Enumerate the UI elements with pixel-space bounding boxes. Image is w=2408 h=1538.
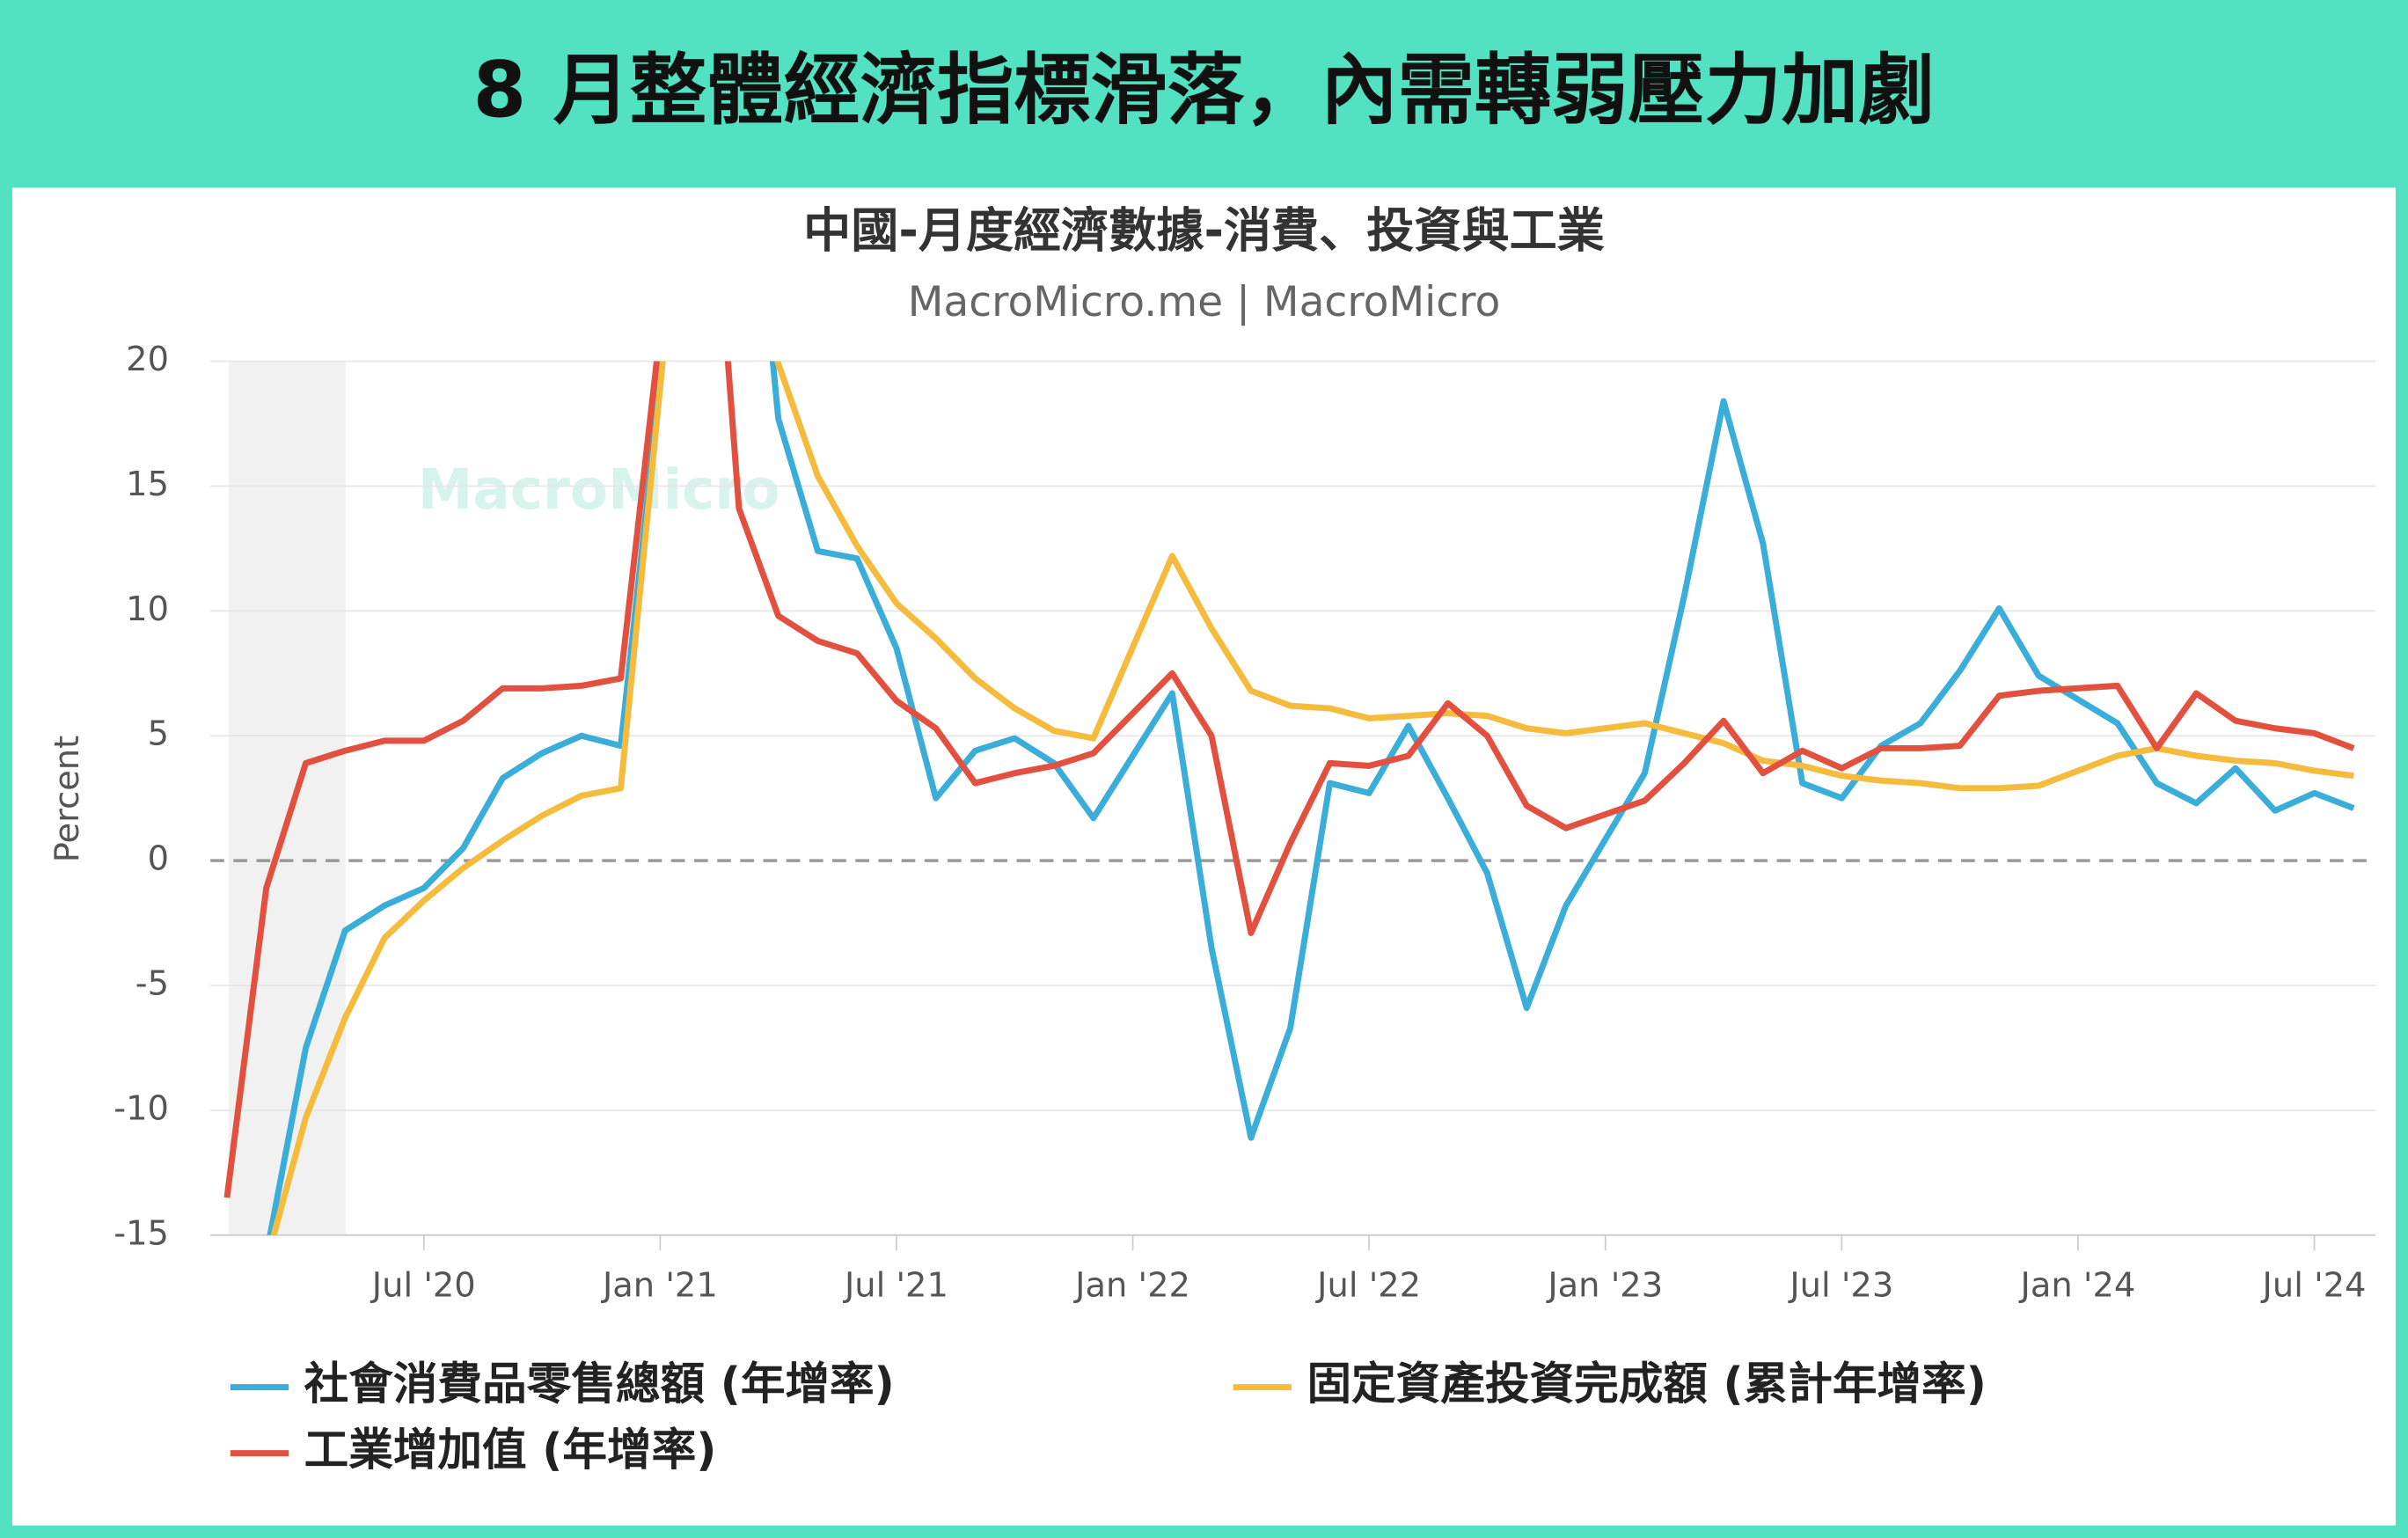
x-tick-label: Jan '24 xyxy=(2019,1266,2136,1306)
y-tick-label: -10 xyxy=(113,1088,169,1128)
x-tick-label: Jan '22 xyxy=(1073,1266,1190,1306)
x-tick-label: Jul '20 xyxy=(370,1266,476,1306)
legend-label: 社會消費品零售總額 (年增率) xyxy=(304,1358,895,1410)
chart-panel xyxy=(11,187,2397,1526)
shaded-period xyxy=(229,361,346,1235)
x-tick-label: Jul '21 xyxy=(843,1266,948,1306)
chart-subtitle: MacroMicro.me | MacroMicro xyxy=(908,278,1501,326)
y-axis-label: Percent xyxy=(48,736,87,862)
legend-label: 固定資產投資完成額 (累計年增率) xyxy=(1306,1358,1986,1410)
x-tick-label: Jul '23 xyxy=(1788,1266,1893,1306)
y-tick-label: 5 xyxy=(148,714,169,754)
y-tick-label: -5 xyxy=(135,963,169,1003)
y-tick-label: 15 xyxy=(126,465,169,504)
watermark: MacroMicro xyxy=(418,458,780,522)
x-tick-label: Jul '24 xyxy=(2261,1266,2367,1306)
chart-title: 中國-月度經濟數據-消費、投資與工業 xyxy=(803,202,1605,258)
y-tick-label: 0 xyxy=(148,839,169,879)
x-tick-label: Jan '21 xyxy=(601,1266,718,1306)
x-tick-label: Jul '22 xyxy=(1315,1266,1421,1306)
x-tick-label: Jan '23 xyxy=(1546,1266,1663,1306)
series-line xyxy=(270,361,2354,1235)
y-tick-label: -15 xyxy=(113,1213,169,1253)
y-tick-label: 20 xyxy=(126,340,169,379)
legend-label: 工業增加值 (年增率) xyxy=(304,1424,717,1476)
series-line xyxy=(267,361,2355,1235)
series-line xyxy=(223,361,2355,1198)
page-title: 8 月整體經濟指標滑落，內需轉弱壓力加劇 xyxy=(473,46,1936,135)
y-tick-label: 10 xyxy=(126,590,169,629)
